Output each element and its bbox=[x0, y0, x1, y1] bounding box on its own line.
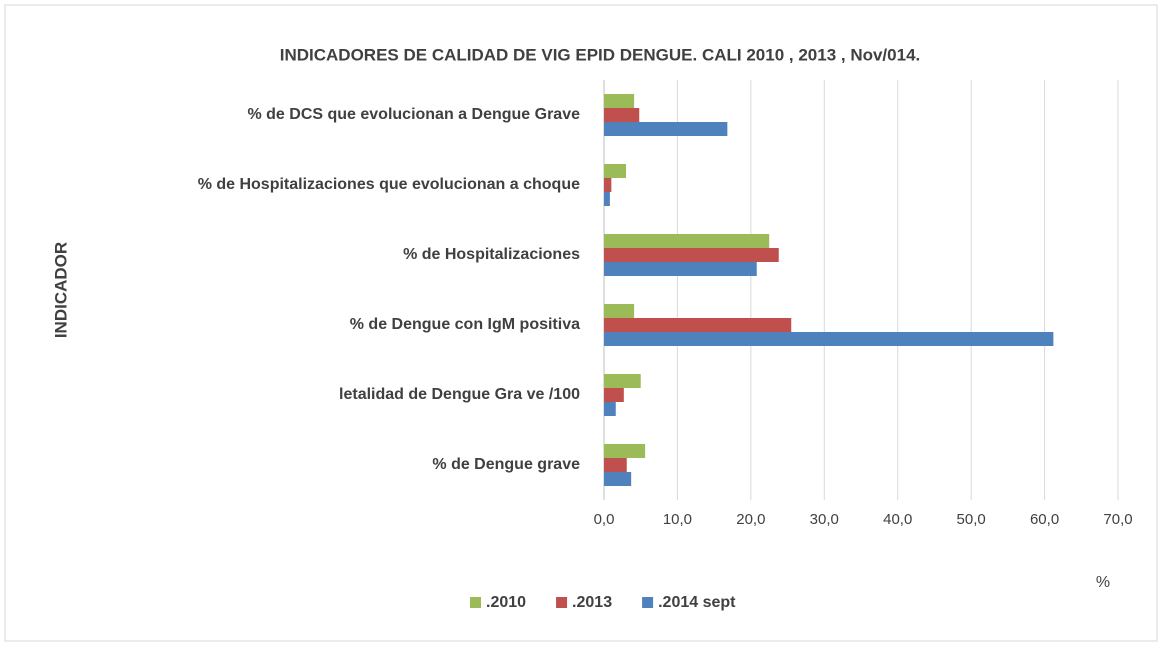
bar bbox=[604, 458, 627, 472]
bar bbox=[604, 444, 646, 458]
bar bbox=[604, 192, 610, 206]
x-tick-label: 70,0 bbox=[1103, 511, 1132, 528]
y-tick-label: % de Hospitalizaciones bbox=[403, 246, 580, 263]
x-tick-label: 30,0 bbox=[810, 511, 839, 528]
bar bbox=[604, 332, 1054, 346]
bar bbox=[604, 234, 770, 248]
bar bbox=[604, 402, 616, 416]
bar bbox=[604, 122, 728, 136]
bar bbox=[604, 472, 632, 486]
x-axis-title: % bbox=[1096, 574, 1110, 591]
legend-swatch bbox=[556, 597, 568, 608]
x-tick-label: 20,0 bbox=[736, 511, 765, 528]
bar bbox=[604, 178, 612, 192]
chart-title: INDICADORES DE CALIDAD DE VIG EPID DENGU… bbox=[280, 45, 921, 64]
x-tick-label: 50,0 bbox=[957, 511, 986, 528]
legend-label: .2014 sept bbox=[658, 594, 736, 611]
y-tick-label: % de Hospitalizaciones que evolucionan a… bbox=[198, 176, 580, 193]
y-tick-label: % de Dengue grave bbox=[432, 456, 580, 473]
bar bbox=[604, 388, 624, 402]
x-tick-label: 60,0 bbox=[1030, 511, 1059, 528]
legend-swatch bbox=[470, 597, 481, 608]
bar bbox=[604, 304, 635, 318]
bar bbox=[604, 164, 627, 178]
y-tick-label: letalidad de Dengue Gra ve /100 bbox=[339, 386, 580, 403]
bar bbox=[604, 248, 779, 262]
legend-swatch bbox=[642, 597, 654, 608]
bar bbox=[604, 108, 640, 122]
bar bbox=[604, 94, 635, 108]
legend-label: .2010 bbox=[486, 594, 526, 611]
x-tick-label: 0,0 bbox=[594, 511, 615, 528]
y-axis-title: INDICADOR bbox=[51, 242, 70, 338]
y-tick-label: % de DCS que evolucionan a Dengue Grave bbox=[247, 106, 580, 123]
bar bbox=[604, 318, 792, 332]
legend-label: .2013 bbox=[572, 594, 612, 611]
x-tick-label: 10,0 bbox=[663, 511, 692, 528]
bar bbox=[604, 374, 641, 388]
chart-frame bbox=[4, 4, 1158, 642]
y-tick-label: % de Dengue con IgM positiva bbox=[350, 316, 580, 333]
x-tick-label: 40,0 bbox=[883, 511, 912, 528]
bar bbox=[604, 262, 757, 276]
